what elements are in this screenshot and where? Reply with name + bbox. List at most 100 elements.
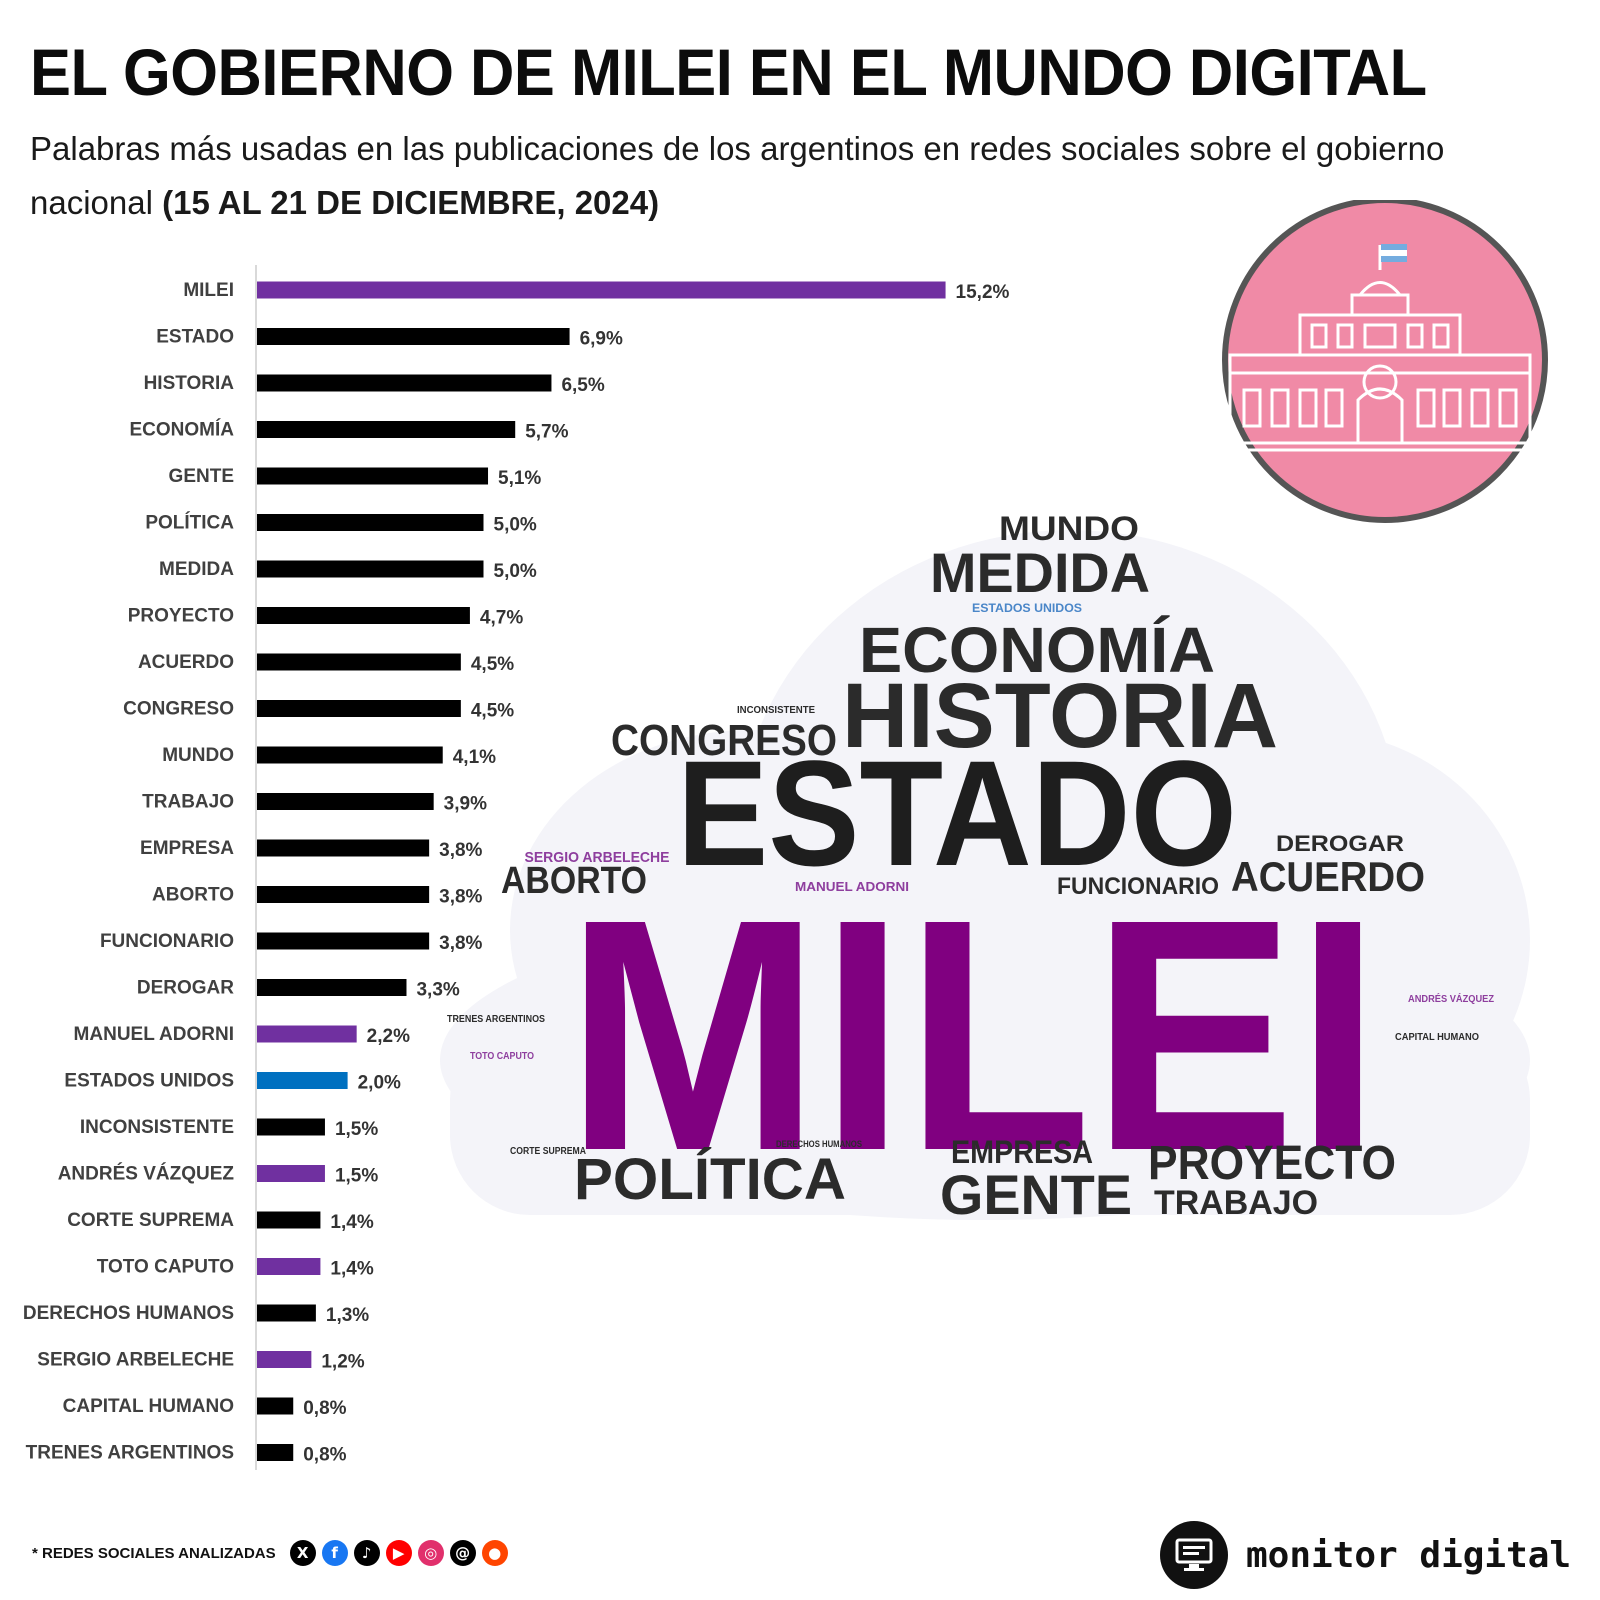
category-label: ESTADOS UNIDOS bbox=[64, 1071, 234, 1092]
category-label: ABORTO bbox=[152, 885, 234, 906]
tiktok-icon: ♪ bbox=[353, 1540, 380, 1566]
category-label: DERECHOS HUMANOS bbox=[23, 1303, 234, 1324]
category-label: CORTE SUPREMA bbox=[67, 1210, 234, 1231]
category-label: INCONSISTENTE bbox=[80, 1117, 234, 1138]
category-label: POLÍTICA bbox=[145, 512, 234, 534]
value-label: 5,0% bbox=[494, 515, 537, 536]
cloud-word: INCONSISTENTE bbox=[737, 705, 815, 716]
value-label: 4,7% bbox=[480, 608, 523, 629]
bar bbox=[257, 839, 430, 857]
page-title: EL GOBIERNO DE MILEI EN EL MUNDO DIGITAL bbox=[30, 35, 1427, 109]
category-label: CAPITAL HUMANO bbox=[63, 1396, 234, 1417]
bar bbox=[257, 1211, 321, 1229]
cloud-word: CONGRESO bbox=[611, 716, 837, 765]
casa-rosada-icon bbox=[1228, 244, 1532, 452]
casa-rosada-emblem bbox=[1222, 200, 1548, 523]
subtitle-text: Palabras más usadas en las publicaciones… bbox=[30, 130, 1445, 221]
cloud-word: PROYECTO bbox=[1148, 1137, 1396, 1190]
category-label: GENTE bbox=[169, 466, 234, 487]
emblem-circle bbox=[1222, 200, 1548, 523]
value-label: 1,2% bbox=[321, 1352, 364, 1373]
page-subtitle: Palabras más usadas en las publicaciones… bbox=[30, 122, 1570, 230]
bar-chart: MILEI 15,2% ESTADO 6,9% HISTORIA 6,5% ECONOMÍA… bbox=[23, 265, 1010, 1470]
bar bbox=[257, 700, 461, 717]
cloud-word: MANUEL ADORNI bbox=[795, 879, 909, 894]
bar bbox=[257, 793, 434, 810]
cloud-shape bbox=[440, 530, 1530, 1220]
category-label: MILEI bbox=[183, 280, 234, 301]
category-label: MANUEL ADORNI bbox=[74, 1024, 234, 1045]
cloud-word: TRENES ARGENTINOS bbox=[447, 1014, 545, 1025]
bar bbox=[257, 374, 552, 392]
value-label: 1,5% bbox=[335, 1119, 378, 1140]
cloud-word: ABORTO bbox=[501, 860, 647, 902]
category-label: ECONOMÍA bbox=[130, 419, 235, 441]
cloud-word: HISTORIA bbox=[842, 665, 1278, 767]
bar bbox=[257, 1444, 294, 1461]
cloud-word: CAPITAL HUMANO bbox=[1395, 1032, 1479, 1043]
bar bbox=[257, 1118, 325, 1136]
bar bbox=[257, 421, 516, 438]
category-label: MEDIDA bbox=[159, 559, 234, 580]
bar bbox=[257, 1351, 312, 1368]
bar bbox=[257, 1258, 321, 1275]
value-label: 3,8% bbox=[439, 933, 482, 954]
bar bbox=[257, 467, 489, 485]
cloud-word: MEDIDA bbox=[930, 541, 1150, 604]
value-label: 0,8% bbox=[303, 1398, 346, 1419]
bar bbox=[257, 560, 484, 578]
value-label: 0,8% bbox=[303, 1445, 346, 1466]
value-label: 6,5% bbox=[561, 375, 604, 396]
cloud-word: FUNCIONARIO bbox=[1057, 873, 1219, 900]
category-label: ANDRÉS VÁZQUEZ bbox=[58, 1163, 235, 1185]
bar bbox=[257, 932, 430, 950]
value-label: 1,5% bbox=[335, 1166, 378, 1187]
cloud-word: SERGIO ARBELECHE bbox=[525, 849, 670, 866]
bar bbox=[257, 979, 407, 996]
bar bbox=[257, 514, 484, 531]
category-label: CONGRESO bbox=[123, 699, 234, 720]
brand-name: monitor digital bbox=[1246, 1534, 1572, 1576]
facebook-icon: f bbox=[321, 1540, 348, 1566]
cloud-word: MUNDO bbox=[999, 510, 1139, 548]
value-label: 3,8% bbox=[439, 887, 482, 908]
category-label: EMPRESA bbox=[140, 838, 234, 859]
value-label: 2,2% bbox=[367, 1026, 410, 1047]
value-label: 15,2% bbox=[956, 282, 1010, 303]
x-icon: X bbox=[289, 1540, 316, 1566]
value-label: 1,3% bbox=[326, 1305, 369, 1326]
value-label: 1,4% bbox=[330, 1259, 373, 1280]
category-label: DEROGAR bbox=[137, 978, 234, 999]
bar bbox=[257, 328, 570, 345]
value-label: 5,7% bbox=[525, 422, 568, 443]
value-label: 1,4% bbox=[330, 1212, 373, 1233]
value-label: 5,1% bbox=[498, 468, 541, 489]
bar bbox=[257, 607, 470, 624]
threads-icon: @ bbox=[449, 1540, 476, 1566]
category-label: SERGIO ARBELECHE bbox=[37, 1350, 234, 1371]
cloud-word: DEROGAR bbox=[1276, 831, 1404, 856]
cloud-word: ECONOMÍA bbox=[859, 614, 1215, 686]
cloud-word: ESTADOS UNIDOS bbox=[972, 601, 1082, 615]
cloud-word: EMPRESA bbox=[951, 1134, 1093, 1170]
category-label: ESTADO bbox=[156, 327, 234, 348]
cloud-word: ANDRÉS VÁZQUEZ bbox=[1408, 992, 1494, 1005]
category-label: ACUERDO bbox=[138, 652, 234, 673]
category-label: PROYECTO bbox=[128, 606, 234, 627]
value-label: 2,0% bbox=[358, 1073, 401, 1094]
category-label: FUNCIONARIO bbox=[100, 931, 234, 952]
footer-note: * REDES SOCIALES ANALIZADAS bbox=[32, 1544, 276, 1562]
bar bbox=[257, 1304, 316, 1322]
bar bbox=[257, 886, 430, 903]
value-label: 4,5% bbox=[471, 654, 514, 675]
date-range: (15 AL 21 DE DICIEMBRE, 2024) bbox=[162, 184, 660, 221]
bar bbox=[257, 1025, 357, 1043]
monitor-icon bbox=[1160, 1521, 1228, 1589]
cloud-word: TOTO CAPUTO bbox=[470, 1051, 534, 1062]
youtube-icon: ▶ bbox=[385, 1540, 412, 1566]
bar bbox=[257, 746, 443, 764]
value-label: 4,1% bbox=[453, 747, 496, 768]
bar bbox=[257, 653, 461, 671]
category-label: MUNDO bbox=[162, 745, 234, 766]
